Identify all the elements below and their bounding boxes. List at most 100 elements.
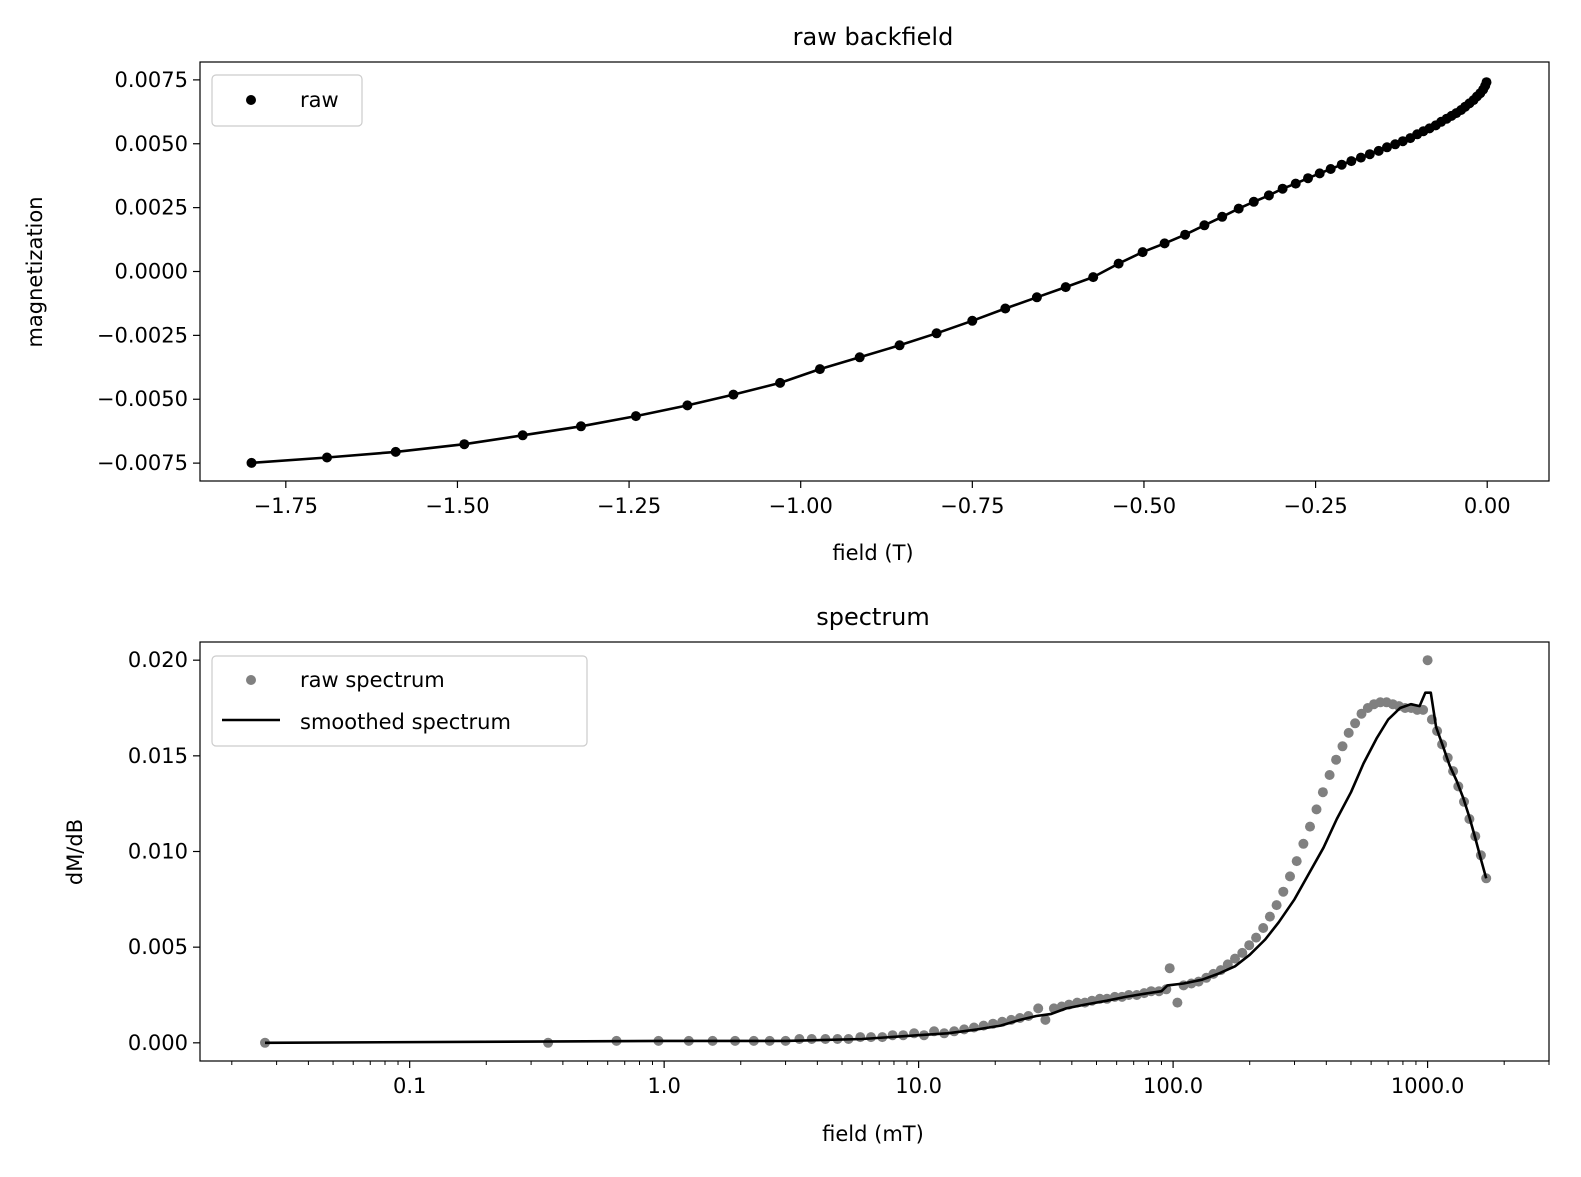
legend-marker-raw <box>246 95 256 105</box>
raw-point <box>854 352 865 363</box>
raw-spectrum-point <box>1264 911 1275 922</box>
x-tick-label: −0.50 <box>1112 494 1176 518</box>
legend-box <box>211 74 363 127</box>
raw-point <box>1314 168 1325 179</box>
x-axis-ticks: 0.1 1.0 10.0 100.0 1000.0 <box>231 1061 1550 1098</box>
x-tick-label: −1.25 <box>597 494 661 518</box>
raw-point <box>576 421 586 432</box>
chart-title: spectrum <box>816 603 930 631</box>
smoothed-spectrum-line <box>264 691 1488 1045</box>
raw-spectrum-point <box>543 1037 554 1048</box>
legend-label-raw: raw <box>300 88 339 112</box>
y-tick-label: 0.015 <box>128 744 188 768</box>
raw-point <box>1382 142 1392 153</box>
raw-spectrum-point <box>1343 727 1354 738</box>
raw-spectrum-point <box>1317 787 1328 798</box>
raw-spectrum-point <box>1337 741 1348 752</box>
raw-spectrum-point <box>855 1032 866 1043</box>
raw-spectrum-point <box>1305 821 1315 832</box>
y-axis-label: dM/dB <box>63 819 87 885</box>
y-axis-label: magnetization <box>23 196 47 347</box>
raw-spectrum-point <box>1164 963 1175 974</box>
raw-point <box>1159 238 1170 249</box>
x-tick-label: 0.1 <box>393 1074 426 1098</box>
raw-point <box>1397 136 1408 147</box>
raw-point <box>1325 164 1336 174</box>
raw-point <box>775 377 786 388</box>
raw-spectrum-point <box>1418 704 1429 715</box>
y-tick-label: 0.0050 <box>115 132 188 156</box>
raw-spectrum-point <box>1271 900 1282 911</box>
y-tick-label: 0.000 <box>128 1031 188 1055</box>
raw-point <box>931 328 942 339</box>
raw-point <box>390 446 401 457</box>
spectrum-chart: spectrum 0.1 1.0 10.0 100.0 1000.0 0.020 0.01… <box>63 603 1550 1146</box>
x-axis-label: field (mT) <box>822 1122 924 1146</box>
raw-spectrum-point <box>1331 754 1342 765</box>
raw-point <box>630 411 641 422</box>
raw-point <box>246 457 257 468</box>
raw-spectrum-point <box>1244 940 1255 951</box>
raw-point <box>1336 159 1347 170</box>
raw-spectrum-point <box>1285 871 1295 882</box>
plot-area-frame <box>199 61 1550 482</box>
legend: raw spectrum smoothed spectrum <box>211 655 588 747</box>
x-tick-label: −1.75 <box>254 494 318 518</box>
raw-point <box>1113 258 1124 269</box>
raw-point <box>1233 203 1244 214</box>
legend-marker-raw-spectrum <box>246 675 256 685</box>
raw-spectrum-point <box>1291 856 1302 867</box>
raw-spectrum-point <box>1324 770 1335 780</box>
series-layer <box>246 77 1492 468</box>
legend: raw <box>211 74 363 127</box>
y-tick-label: 0.0000 <box>115 260 188 284</box>
raw-point <box>967 315 978 326</box>
raw-point <box>1355 152 1366 163</box>
raw-point <box>1390 139 1401 150</box>
raw-point <box>1088 272 1099 283</box>
raw-point <box>1137 247 1148 258</box>
raw-point <box>1248 196 1259 207</box>
y-tick-label: −0.0050 <box>97 387 188 411</box>
raw-spectrum-point <box>887 1030 898 1041</box>
x-tick-label: −1.50 <box>425 494 489 518</box>
raw-point <box>1277 183 1288 194</box>
raw-point <box>894 340 905 351</box>
raw-point <box>1303 173 1313 184</box>
raw-spectrum-point <box>1278 886 1289 897</box>
raw-point <box>1060 282 1071 293</box>
raw-point <box>1373 145 1384 156</box>
y-tick-label: 0.0075 <box>115 68 188 92</box>
y-tick-label: −0.0075 <box>97 451 188 475</box>
raw-point <box>728 389 739 400</box>
raw-spectrum-point <box>1251 932 1262 943</box>
raw-point <box>1481 77 1492 88</box>
x-axis-ticks: −1.75 −1.50 −1.25 −1.00 −0.75 −0.50 −0.25 0.00 <box>254 481 1511 518</box>
raw-backfield-chart: raw backfield −1.75 −1.50 −1.25 −1.00 −0.75−… <box>23 23 1550 565</box>
x-tick-label: 0.00 <box>1464 494 1511 518</box>
raw-spectrum-point <box>1161 984 1172 995</box>
raw-point <box>459 439 470 450</box>
raw-spectrum-point <box>1230 953 1240 964</box>
raw-point <box>1364 149 1375 160</box>
x-tick-label: −0.75 <box>940 494 1004 518</box>
raw-point <box>1199 220 1210 231</box>
x-tick-label: 1000.0 <box>1391 1074 1464 1098</box>
raw-point <box>814 364 825 375</box>
raw-spectrum-point <box>1222 959 1233 970</box>
raw-spectrum-point <box>1172 997 1183 1008</box>
raw-spectrum-point <box>794 1034 805 1044</box>
x-tick-label: −0.25 <box>1283 494 1347 518</box>
legend-box <box>211 655 588 747</box>
raw-point <box>1346 156 1357 167</box>
raw-point <box>1290 178 1301 189</box>
y-tick-label: −0.0025 <box>97 323 188 347</box>
chart-title: raw backfield <box>793 23 954 51</box>
raw-spectrum-point <box>1040 1014 1051 1025</box>
legend-label-raw-spectrum: raw spectrum <box>300 668 445 692</box>
y-tick-label: 0.020 <box>128 648 188 672</box>
raw-spectrum-point <box>1258 923 1269 933</box>
y-tick-label: 0.005 <box>128 935 188 959</box>
x-tick-label: 100.0 <box>1143 1074 1203 1098</box>
